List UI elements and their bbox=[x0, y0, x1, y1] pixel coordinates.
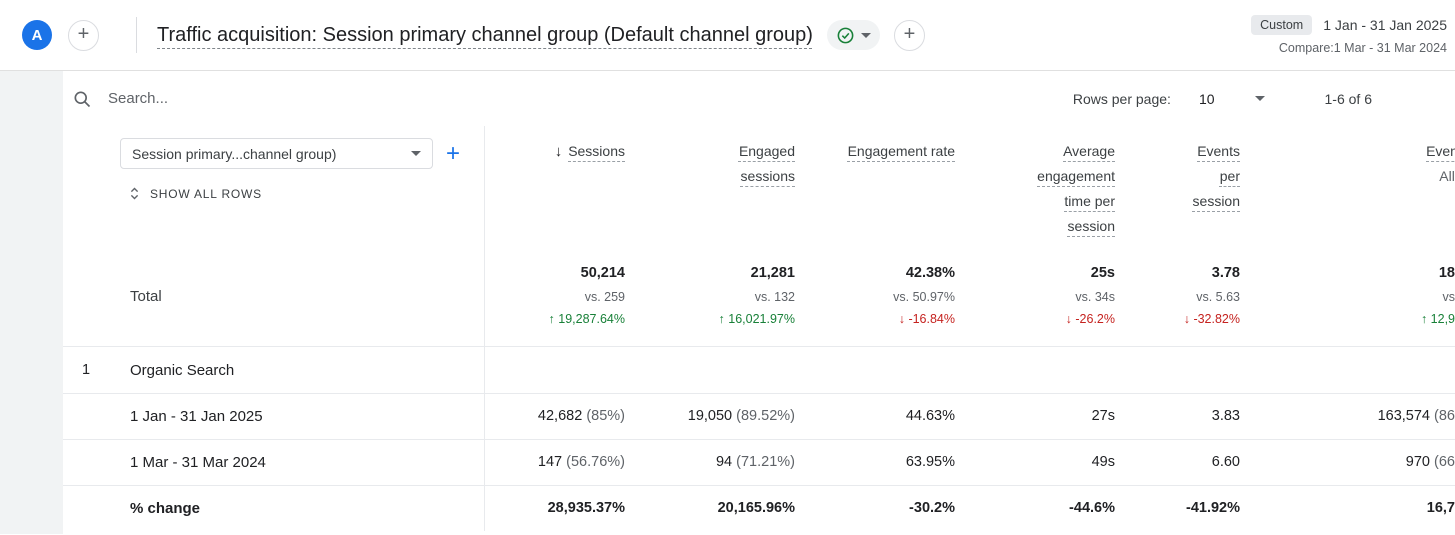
row-label: % change bbox=[63, 486, 485, 531]
search-input[interactable] bbox=[106, 89, 426, 108]
table-toolbar: Rows per page: 10 1-6 of 6 bbox=[63, 71, 1455, 126]
search-icon bbox=[72, 89, 92, 109]
column-header-avg-engagement-time[interactable]: Average engagement time per session bbox=[1037, 143, 1115, 234]
row-label: 1 Jan - 31 Jan 2025 bbox=[63, 394, 485, 439]
group-row-organic-search: 1 Organic Search bbox=[63, 346, 1455, 393]
table-header-row: Session primary...channel group) + SHOW … bbox=[63, 126, 1455, 246]
total-cell-engagement-rate: 42.38% vs. 50.97% ↓ -16.84% bbox=[795, 246, 955, 346]
event-count-sublabel: All events bbox=[1439, 168, 1455, 184]
column-header-event-count[interactable]: Event count All events bbox=[1240, 126, 1455, 246]
rows-per-page-label: Rows per page: bbox=[1072, 90, 1171, 107]
rows-per-page-caret-icon[interactable] bbox=[1254, 96, 1265, 101]
show-all-rows-button[interactable]: SHOW ALL ROWS bbox=[127, 186, 484, 201]
chevron-down-icon bbox=[411, 151, 421, 156]
add-button-left[interactable]: + bbox=[68, 19, 99, 51]
date-range-block: Custom 1 Jan - 31 Jan 2025 Compare:1 Mar… bbox=[1251, 15, 1447, 55]
channel-group-label: Organic Search bbox=[130, 361, 235, 379]
unfold-more-icon bbox=[127, 186, 142, 201]
total-cell-engaged-sessions: 21,281 vs. 132 ↑ 16,021.97% bbox=[625, 246, 795, 346]
column-header-engagement-rate[interactable]: Engagement rate bbox=[847, 143, 955, 159]
sort-descending-icon: ↓ bbox=[554, 143, 563, 160]
dimension-selector-label: Session primary...channel group) bbox=[132, 145, 337, 162]
total-cell-event-count: 18 vs ↑ 12,9 bbox=[1240, 246, 1455, 346]
total-label: Total bbox=[63, 246, 485, 346]
total-cell-events-per-session: 3.78 vs. 5.63 ↓ -32.82% bbox=[1115, 246, 1240, 346]
report-title[interactable]: Traffic acquisition: Session primary cha… bbox=[157, 23, 813, 46]
avatar[interactable]: A bbox=[22, 20, 52, 50]
change-up-indicator: ↑ 19,287.64% bbox=[548, 312, 625, 326]
validation-status-button[interactable] bbox=[826, 20, 880, 50]
row-number: 1 bbox=[82, 362, 91, 378]
add-dimension-button[interactable]: + bbox=[446, 139, 461, 167]
report-card: Rows per page: 10 1-6 of 6 Session prima… bbox=[63, 71, 1455, 534]
main-area: Rows per page: 10 1-6 of 6 Session prima… bbox=[0, 71, 1455, 534]
date-range[interactable]: 1 Jan - 31 Jan 2025 bbox=[1323, 17, 1447, 33]
column-header-engaged-sessions[interactable]: Engaged sessions bbox=[738, 143, 795, 184]
rows-per-page-value[interactable]: 10 bbox=[1198, 90, 1215, 107]
compare-date-range: Compare:1 Mar - 31 Mar 2024 bbox=[1278, 41, 1447, 55]
pagination-range: 1-6 of 6 bbox=[1324, 90, 1372, 107]
table-row-date-range-1: 1 Jan - 31 Jan 2025 42,682 (85%) 19,050 … bbox=[63, 393, 1455, 439]
left-rail bbox=[0, 71, 63, 534]
dimension-header-cell: Session primary...channel group) + SHOW … bbox=[63, 126, 485, 246]
header-divider bbox=[136, 17, 137, 53]
check-circle-icon bbox=[836, 26, 855, 45]
change-up-indicator: ↑ 12,9 bbox=[1420, 312, 1455, 326]
change-down-indicator: ↓ -16.84% bbox=[898, 312, 955, 326]
column-header-events-per-session[interactable]: Events per session bbox=[1192, 143, 1240, 209]
chevron-down-icon bbox=[860, 32, 871, 38]
dimension-selector[interactable]: Session primary...channel group) bbox=[120, 138, 433, 169]
total-row: Total 50,214 vs. 259 ↑ 19,287.64% 21,281… bbox=[63, 246, 1455, 346]
change-down-indicator: ↓ -32.82% bbox=[1183, 312, 1240, 326]
row-label: 1 Mar - 31 Mar 2024 bbox=[63, 440, 485, 485]
show-all-rows-label: SHOW ALL ROWS bbox=[150, 186, 262, 201]
app-header: A + Traffic acquisition: Session primary… bbox=[0, 0, 1455, 71]
total-cell-sessions: 50,214 vs. 259 ↑ 19,287.64% bbox=[485, 246, 625, 346]
change-up-indicator: ↑ 16,021.97% bbox=[718, 312, 795, 326]
total-cell-avg-engagement-time: 25s vs. 34s ↓ -26.2% bbox=[955, 246, 1115, 346]
change-down-indicator: ↓ -26.2% bbox=[1065, 312, 1115, 326]
table-row-date-range-2: 1 Mar - 31 Mar 2024 147 (56.76%) 94 (71.… bbox=[63, 439, 1455, 485]
table-row-percent-change: % change 28,935.37% 20,165.96% -30.2% -4… bbox=[63, 485, 1455, 531]
add-button-right[interactable]: + bbox=[893, 19, 925, 51]
column-header-sessions[interactable]: ↓ Sessions bbox=[554, 143, 625, 160]
date-range-type-badge[interactable]: Custom bbox=[1251, 15, 1313, 35]
